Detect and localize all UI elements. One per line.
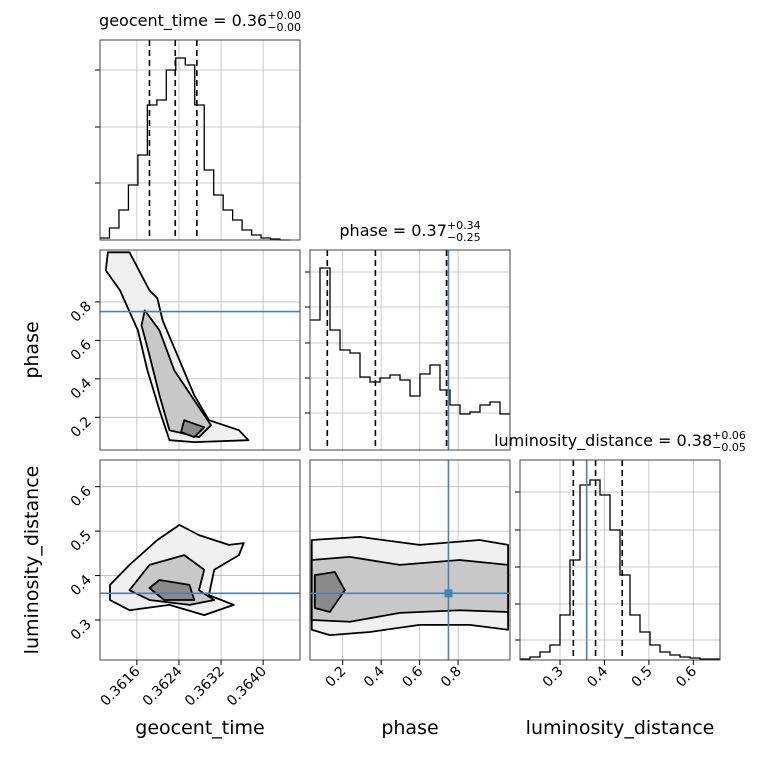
contour — [313, 571, 346, 613]
contour — [140, 309, 212, 439]
x-tick-label: 0.5 — [629, 664, 656, 691]
panel-frame — [99, 249, 301, 451]
panel-title: phase = 0.37+0.34 −0.25 — [339, 219, 480, 244]
title-text: phase = 0.37 — [339, 221, 446, 240]
y-tick-label: 0.6 — [68, 483, 95, 510]
y-axis-label: phase — [21, 321, 43, 378]
panel-frame — [309, 249, 511, 451]
title-upper: +0.00 — [267, 9, 301, 22]
panel-title: luminosity_distance = 0.38+0.06 −0.05 — [494, 429, 746, 454]
y-tick-label: 0.2 — [68, 414, 95, 441]
panel-frame — [99, 459, 301, 661]
x-tick-label: 0.6 — [399, 663, 426, 690]
title-lower: −0.05 — [712, 441, 746, 454]
contour — [104, 251, 250, 444]
title-lower: −0.25 — [447, 231, 481, 244]
x-tick-label: 0.6 — [673, 663, 700, 690]
x-axis-label: luminosity_distance — [526, 717, 715, 739]
x-tick-label: 0.2 — [322, 664, 349, 691]
histogram — [100, 57, 290, 241]
title-lower: −0.00 — [267, 21, 301, 34]
y-tick-label: 0.4 — [68, 572, 95, 599]
contour — [180, 419, 206, 439]
histogram — [310, 267, 510, 415]
histogram — [520, 479, 720, 660]
y-axis-label: luminosity_distance — [21, 466, 43, 655]
x-tick-label: 0.8 — [438, 664, 465, 691]
y-tick-label: 0.6 — [68, 337, 95, 364]
panel-frame — [309, 459, 511, 661]
x-tick-label: 0.3640 — [224, 664, 270, 710]
x-tick-label: 0.4 — [584, 663, 611, 690]
x-tick-label: 0.3632 — [182, 664, 228, 710]
x-tick-label: 0.3 — [540, 664, 567, 691]
truth-point — [444, 589, 453, 598]
panel-frame — [519, 459, 721, 661]
x-tick-label: 0.3616 — [98, 663, 144, 709]
title-upper: +0.06 — [712, 429, 746, 442]
x-axis-label: phase — [381, 717, 438, 739]
title-text: geocent_time = 0.36 — [99, 11, 267, 31]
y-tick-label: 0.3 — [68, 617, 95, 644]
contour — [310, 555, 509, 623]
contour — [128, 554, 216, 606]
y-tick-label: 0.4 — [68, 375, 95, 402]
x-axis-label: geocent_time — [135, 717, 264, 739]
x-tick-label: 0.3624 — [140, 663, 186, 709]
title-text: luminosity_distance = 0.38 — [494, 431, 712, 451]
panel-title: geocent_time = 0.36+0.00 −0.00 — [99, 9, 301, 34]
y-tick-label: 0.5 — [68, 528, 95, 555]
x-tick-label: 0.4 — [361, 663, 388, 690]
y-tick-label: 0.8 — [68, 298, 95, 325]
panel-frame — [99, 39, 301, 241]
title-upper: +0.34 — [447, 219, 481, 232]
contour — [148, 579, 196, 601]
